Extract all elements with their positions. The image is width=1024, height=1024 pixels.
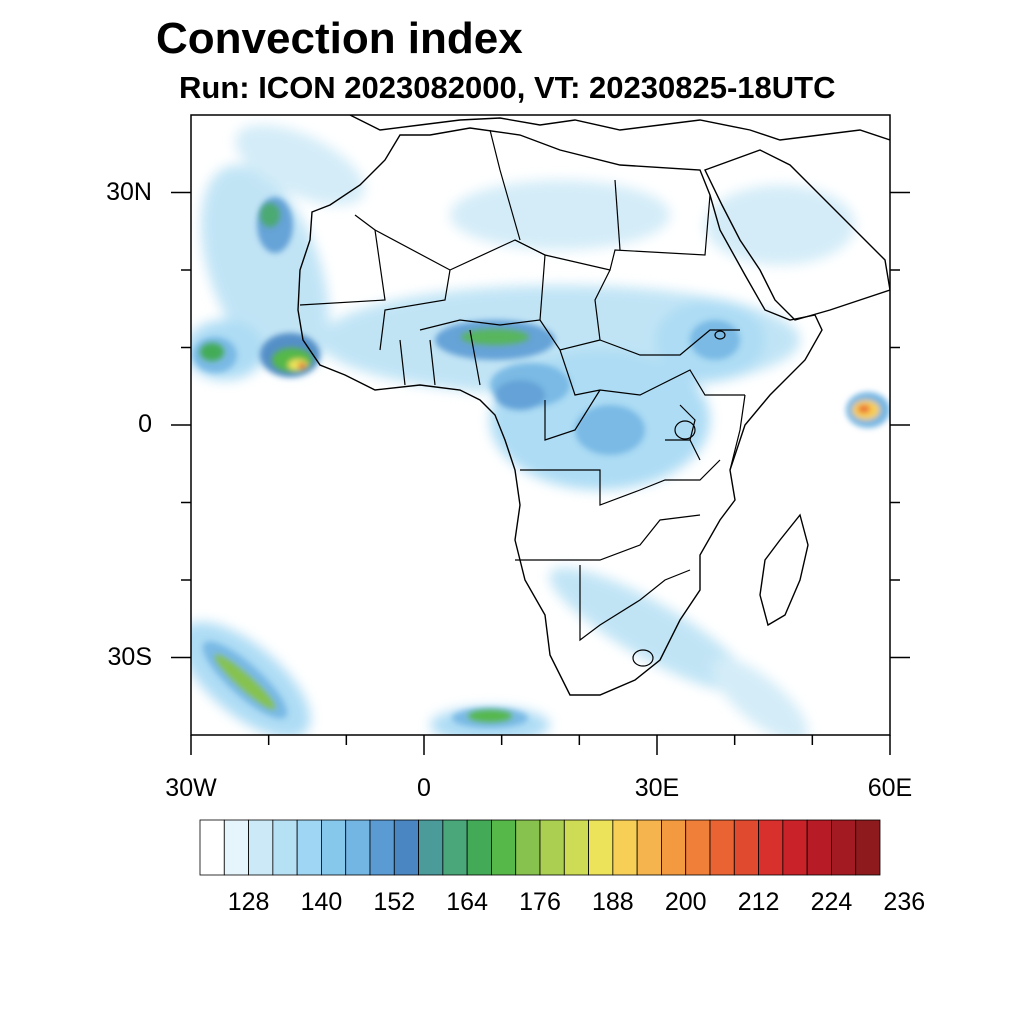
lesotho (632, 649, 654, 667)
arabian-peninsula (704, 149, 890, 321)
border (429, 339, 436, 386)
colorbar-swatch (515, 819, 541, 876)
colorbar-swatch (199, 819, 225, 876)
lake-tana (714, 330, 726, 340)
colorbar-swatch (491, 819, 517, 876)
border (515, 514, 701, 561)
border (520, 459, 721, 506)
border (489, 129, 521, 241)
colorbar-swatch (661, 819, 687, 876)
sw-front-green (214, 654, 276, 710)
colorbar-swatch (223, 819, 249, 876)
colorbar-swatch (539, 819, 565, 876)
border (679, 404, 696, 441)
colorbar-swatch (733, 819, 759, 876)
colorbar-swatch (588, 819, 614, 876)
canary-green (260, 203, 280, 227)
coastlines (297, 115, 890, 696)
chart-title: Convection index (156, 14, 523, 63)
border (614, 179, 621, 251)
chart-subtitle: Run: ICON 2023082000, VT: 20230825-18UTC (179, 70, 836, 105)
colorbar-swatch (855, 819, 881, 876)
colorbar-swatch (612, 819, 638, 876)
axis-ticks (171, 191, 910, 755)
southern-africa-band (549, 567, 751, 693)
lon-tick-label: 60E (867, 774, 913, 802)
colorbar-label: 164 (446, 888, 488, 916)
europe-coast (349, 115, 890, 141)
colorbar-label: 152 (373, 888, 416, 916)
colorbar-label: 212 (737, 888, 780, 916)
drc-core (495, 380, 545, 410)
colorbar-swatch (831, 819, 857, 876)
colorbar-swatch (321, 819, 347, 876)
border (374, 194, 711, 271)
border (299, 214, 386, 306)
colorbar-label: 236 (883, 888, 926, 916)
colorbar-label: 200 (664, 888, 707, 916)
colorbar-swatch (418, 819, 444, 876)
sahel-green (461, 329, 529, 345)
colorbar-swatch (636, 819, 662, 876)
nw-corner-band (235, 124, 365, 206)
colorbar-swatch (248, 819, 274, 876)
colorbar-label: 188 (591, 888, 634, 916)
border (379, 269, 451, 351)
mozambique-channel (711, 657, 809, 735)
border (559, 349, 745, 396)
colorbar-swatch (296, 819, 322, 876)
colorbar-swatch (758, 819, 784, 876)
colorbar-label: 176 (519, 888, 561, 916)
border (544, 389, 601, 441)
country-borders (299, 129, 746, 642)
west-atlantic-green (200, 343, 224, 361)
colorbar-label: 140 (300, 888, 343, 916)
lat-tick-label: 30S (107, 642, 152, 671)
lat-tick-label: 0 (138, 410, 152, 438)
io-cell-red (858, 405, 870, 413)
colorbar-swatch (393, 819, 419, 876)
lon-tick-label: 30E (634, 774, 680, 802)
lake-victoria (674, 420, 696, 440)
colorbar-swatch (369, 819, 395, 876)
colorbar-swatch (442, 819, 468, 876)
colorbar-swatch (563, 819, 589, 876)
border (469, 329, 481, 386)
colorbar-swatch (685, 819, 711, 876)
lat-tick-label: 30N (106, 177, 152, 206)
border (419, 239, 546, 331)
lon-tick-label: 30W (165, 774, 217, 802)
south-atlantic-green (468, 710, 512, 722)
madagascar (759, 513, 809, 627)
lon-tick-label: 0 (417, 774, 431, 802)
border (729, 394, 746, 471)
colorbar-swatch (782, 819, 808, 876)
congo-core (575, 405, 645, 455)
border (579, 565, 691, 642)
colorbar-swatch (709, 819, 735, 876)
colorbar-swatch (806, 819, 832, 876)
colorbar-swatch (272, 819, 298, 876)
colorbar-label: 128 (227, 888, 270, 916)
colorbar-label: 224 (810, 888, 853, 916)
colorbar-swatch (345, 819, 371, 876)
colorbar-swatch (466, 819, 492, 876)
border (399, 339, 406, 386)
border (599, 329, 740, 356)
convection-field (191, 115, 890, 735)
lakes (632, 330, 726, 667)
africa-coastline (297, 127, 823, 696)
sahara-north-patch (450, 180, 670, 250)
guinea-red (298, 363, 306, 369)
